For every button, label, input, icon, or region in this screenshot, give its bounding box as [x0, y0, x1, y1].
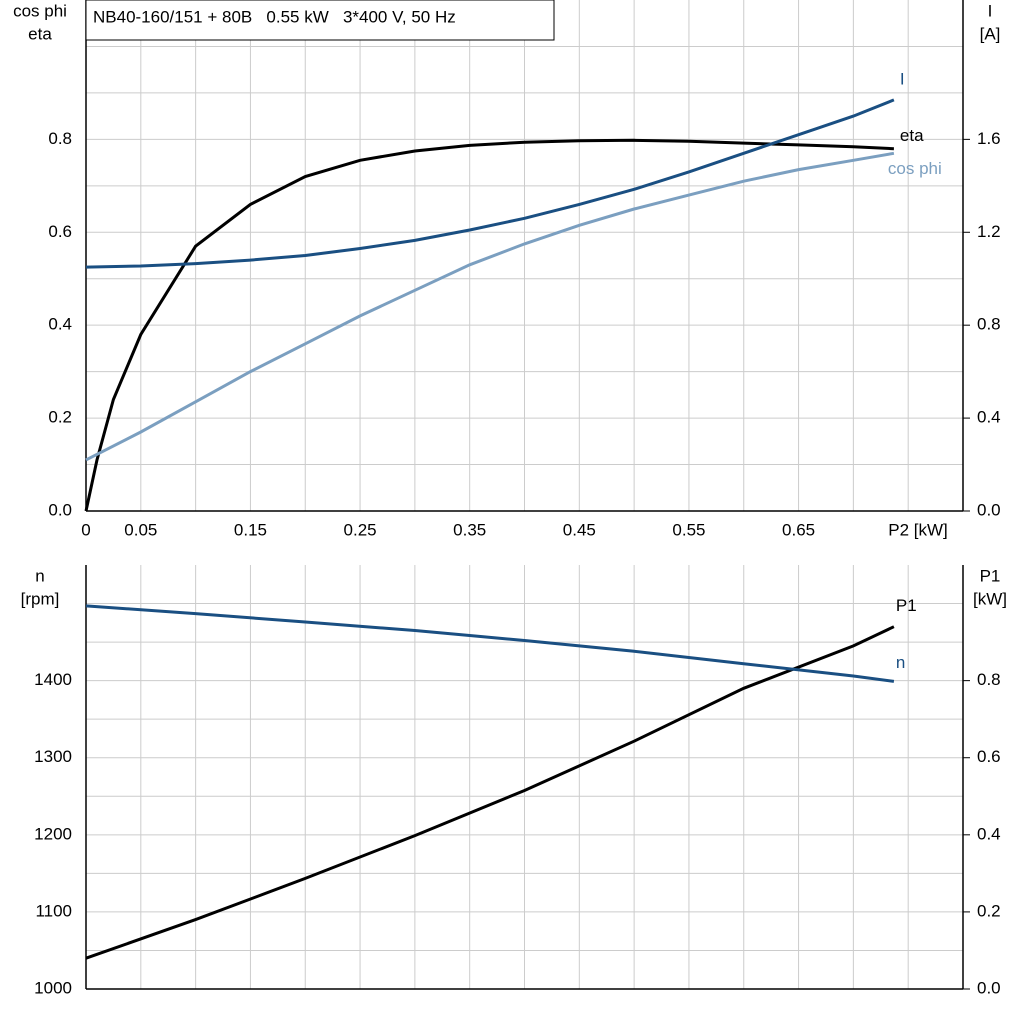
y-tick-label: 1200	[34, 824, 72, 843]
series-line	[85, 151, 895, 462]
series-line	[85, 98, 895, 269]
y-axis-label: eta	[28, 24, 52, 43]
y2-tick-label: 1.2	[977, 222, 1001, 241]
series-line	[85, 625, 895, 960]
series-label: I	[900, 69, 905, 88]
series-label: eta	[900, 126, 924, 145]
y-tick-label: 1300	[34, 747, 72, 766]
x-tick-label: 0.55	[672, 520, 705, 539]
x-tick-label: 0.15	[234, 520, 267, 539]
chart-title: NB40-160/151 + 80B 0.55 kW 3*400 V, 50 H…	[93, 7, 456, 26]
y2-tick-label: 0.0	[977, 500, 1001, 519]
y2-tick-label: 0.4	[977, 408, 1001, 427]
y2-tick-label: 0.2	[977, 901, 1001, 920]
y2-axis-label: P1	[980, 566, 1001, 585]
x-tick-label: 0	[81, 520, 90, 539]
y2-tick-label: 0.4	[977, 824, 1001, 843]
y2-axis-label: [A]	[980, 24, 1001, 43]
y-tick-label: 0.8	[48, 129, 72, 148]
title-box	[85, 0, 555, 41]
series-label: n	[896, 653, 905, 672]
series-line	[84, 138, 894, 512]
y2-axis-label: I	[988, 1, 993, 20]
y2-tick-label: 1.6	[977, 129, 1001, 148]
series-label: P1	[896, 596, 917, 615]
y-tick-label: 0.6	[48, 222, 72, 241]
series-label: cos phi	[888, 159, 942, 178]
y-axis-label: [rpm]	[21, 589, 60, 608]
y-axis-label: n	[35, 566, 44, 585]
y2-tick-label: 0.8	[977, 315, 1001, 334]
x-tick-label: 0.25	[344, 520, 377, 539]
y2-tick-label: 0.0	[977, 978, 1001, 997]
x-axis-label: P2 [kW]	[888, 520, 948, 539]
y-axis-label: cos phi	[13, 1, 67, 20]
x-tick-label: 0.65	[782, 520, 815, 539]
x-tick-label: 0.35	[453, 520, 486, 539]
y2-axis-label: [kW]	[973, 589, 1007, 608]
y-tick-label: 1000	[34, 978, 72, 997]
y-tick-label: 0.0	[48, 500, 72, 519]
y-tick-label: 0.2	[48, 408, 72, 427]
x-tick-label: 0.05	[124, 520, 157, 539]
y-tick-label: 1100	[35, 901, 72, 920]
y2-tick-label: 0.8	[977, 670, 1001, 689]
x-tick-label: 0.45	[563, 520, 596, 539]
y2-tick-label: 0.6	[977, 747, 1001, 766]
y-tick-label: 0.4	[48, 315, 72, 334]
y-tick-label: 1400	[34, 670, 72, 689]
series-line	[85, 604, 895, 683]
